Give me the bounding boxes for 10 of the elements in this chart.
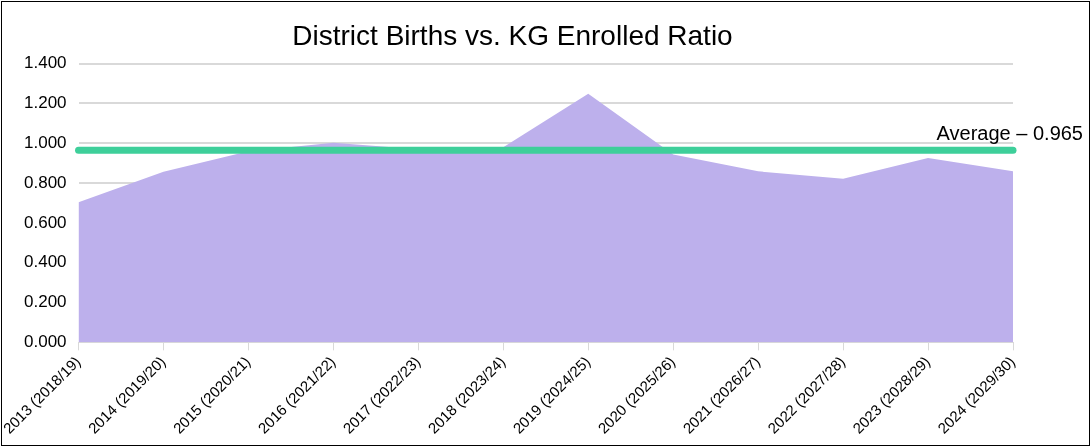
- ref-line-label: Average – 0.965: [936, 121, 1083, 144]
- y-tick-label: 1.400: [23, 53, 67, 73]
- y-tick-label: 0.400: [23, 252, 67, 272]
- y-tick-label: 0.800: [23, 172, 67, 192]
- y-tick-label: 1.200: [23, 93, 67, 113]
- y-tick-label: 1.000: [23, 132, 67, 152]
- y-tick-label: 0.200: [23, 292, 67, 312]
- y-tick-label: 0.000: [23, 332, 67, 352]
- chart-title: District Births vs. KG Enrolled Ratio: [292, 19, 733, 51]
- y-tick-label: 0.600: [23, 212, 67, 232]
